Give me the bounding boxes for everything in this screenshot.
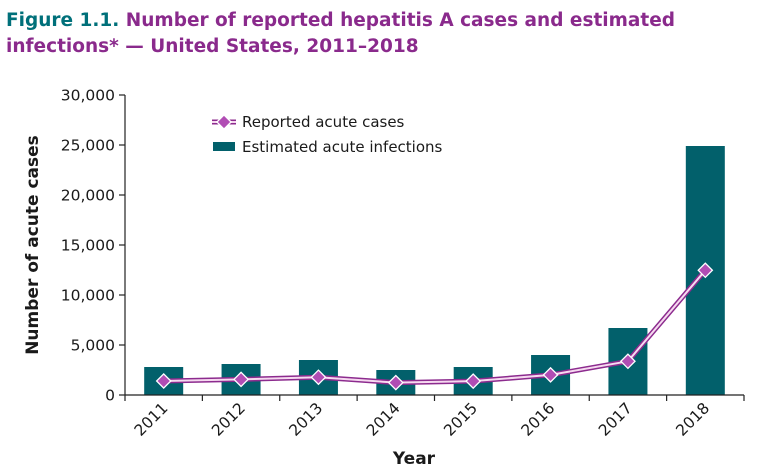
y-tick-label: 20,000 xyxy=(61,187,115,205)
reported-cases-line xyxy=(155,262,714,391)
x-tick-label: 2018 xyxy=(673,399,714,440)
point-2017 xyxy=(619,353,636,370)
y-tick-label: 15,000 xyxy=(61,237,115,255)
point-2016 xyxy=(542,366,559,383)
y-tick-label: 0 xyxy=(105,387,115,405)
y-tick-label: 25,000 xyxy=(61,137,115,155)
figure-label: Figure 1.1. xyxy=(6,10,120,31)
point-2011 xyxy=(155,373,172,389)
x-tick-label: 2016 xyxy=(518,399,559,440)
x-tick-label: 2012 xyxy=(208,399,249,440)
y-tick-label: 5,000 xyxy=(71,337,115,355)
chart-title: Figure 1.1. Number of reported hepatitis… xyxy=(6,8,756,60)
legend-marker-bar xyxy=(213,142,235,151)
y-axis-label: Number of acute cases xyxy=(23,135,43,355)
x-axis-label: Year xyxy=(392,449,436,469)
x-tick-label: 2011 xyxy=(131,399,172,440)
y-tick-label: 30,000 xyxy=(61,87,115,105)
legend-marker-line xyxy=(212,114,236,130)
y-ticks: 0 5,000 10,000 15,000 20,000 25,000 30,000 xyxy=(61,87,125,405)
bars xyxy=(144,146,725,395)
x-tick-label: 2013 xyxy=(286,399,327,440)
line-inner xyxy=(163,269,707,384)
point-2018 xyxy=(697,262,714,279)
y-tick-label: 10,000 xyxy=(61,287,115,305)
legend-label-estimated: Estimated acute infections xyxy=(242,138,443,156)
point-2015 xyxy=(465,373,482,390)
x-tick-label: 2014 xyxy=(363,399,404,440)
legend-label-reported: Reported acute cases xyxy=(242,113,405,131)
point-2012 xyxy=(233,371,250,388)
legend: Reported acute cases Estimated acute inf… xyxy=(212,113,443,156)
figure-title: Number of reported hepatitis A cases and… xyxy=(6,10,676,57)
x-tick-label: 2015 xyxy=(440,399,481,440)
point-2013 xyxy=(310,369,327,386)
x-ticks: 2011 2012 2013 2014 2015 2016 2017 2018 xyxy=(124,395,745,440)
x-tick-label: 2017 xyxy=(595,399,636,440)
point-2014 xyxy=(387,374,404,391)
